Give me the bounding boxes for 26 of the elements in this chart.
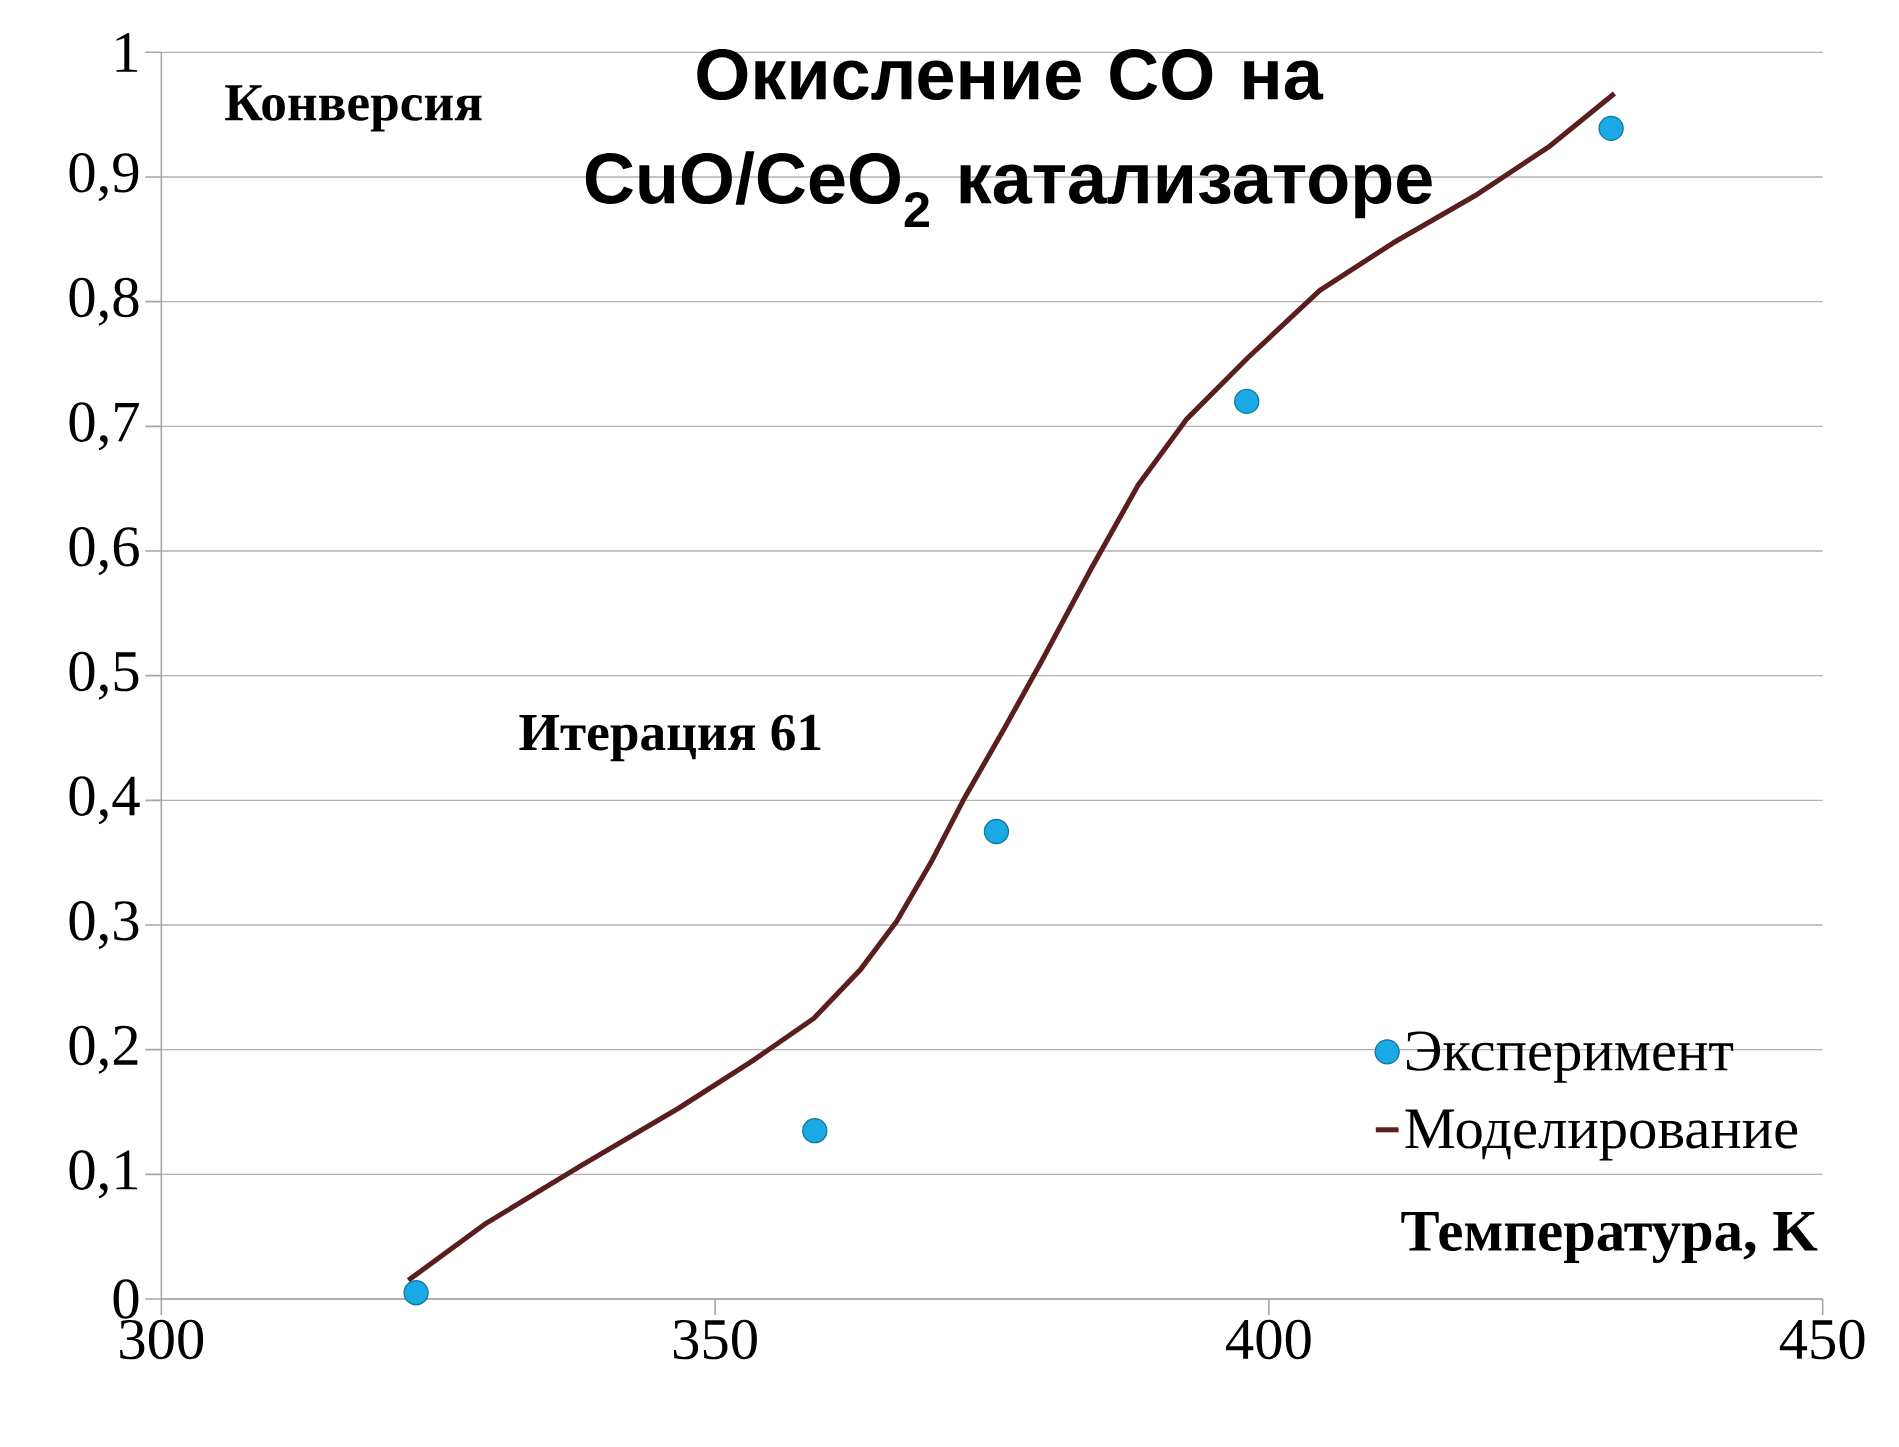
y-tick-label: 0,2: [69, 1025, 138, 1074]
text: Окисление CO на CuO/CeO$_{2}$ катализаторе: [585, 49, 1432, 228]
y-tick-label: 0,8: [69, 277, 139, 326]
legend-label: Эксперимент: [1407, 1031, 1734, 1083]
legend-label: Моделирование: [1405, 1109, 1798, 1161]
y-tick-label: 0,7: [69, 402, 139, 451]
x-axis-title: Температура, K: [1401, 1212, 1818, 1264]
y-tick-label: 0: [113, 1279, 139, 1319]
y-tick-label: 0,9: [69, 152, 139, 201]
y-tick-label: 0,6: [69, 526, 139, 575]
x-tick-label: 400: [1226, 1319, 1311, 1360]
x-tick-label: 450: [1779, 1319, 1865, 1360]
x-tick-label: 350: [673, 1319, 757, 1360]
annotation: Итерация 61: [519, 714, 821, 762]
point: [1598, 115, 1624, 142]
y-axis-title: Конверсия: [225, 85, 482, 132]
x-tick-label: 300: [120, 1319, 204, 1360]
point: [802, 1118, 828, 1144]
y-tick-label: 0,4: [69, 776, 140, 825]
point: [1234, 388, 1260, 415]
y-tick-label: 0,1: [69, 1150, 138, 1199]
y-tick-label: 1: [116, 32, 138, 72]
y-tick-label: 0,3: [69, 900, 139, 949]
point: [403, 1280, 429, 1306]
point: [983, 818, 1010, 845]
y-tick-label: 0,5: [69, 651, 139, 700]
